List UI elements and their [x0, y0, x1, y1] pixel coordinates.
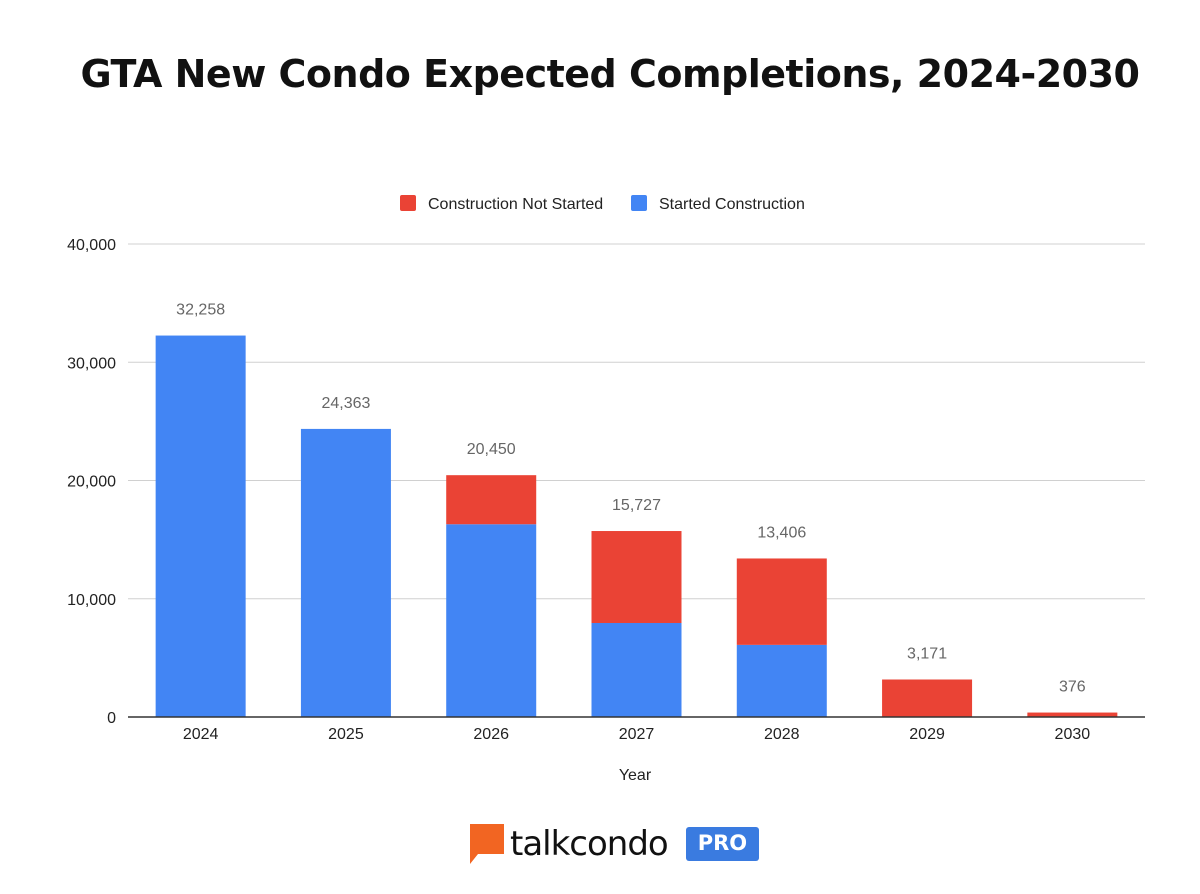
legend-swatch	[400, 195, 416, 211]
bar-total-label: 32,258	[176, 302, 225, 319]
y-tick-label: 20,000	[67, 474, 116, 491]
talkcondo-logo-icon	[470, 824, 504, 864]
brand-footer: talkcondo PRO	[470, 822, 760, 866]
bar-started-construction	[300, 428, 391, 717]
pro-badge: PRO	[685, 827, 760, 861]
x-tick-label: 2030	[1055, 726, 1091, 743]
y-tick-label: 40,000	[67, 237, 116, 254]
x-tick-label: 2025	[328, 726, 364, 743]
bar-total-label: 3,171	[907, 646, 947, 663]
bar-construction-not-started	[446, 475, 537, 525]
chart-title: GTA New Condo Expected Completions, 2024…	[80, 52, 1140, 96]
bar-total-label: 15,727	[612, 497, 661, 514]
bar-total-label: 13,406	[757, 524, 806, 541]
y-tick-label: 0	[107, 710, 116, 727]
legend-label: Started Construction	[659, 196, 805, 213]
bar-started-construction	[736, 644, 827, 717]
x-tick-label: 2026	[473, 726, 509, 743]
y-tick-label: 10,000	[67, 592, 116, 609]
bar-construction-not-started	[591, 531, 682, 623]
bar-started-construction	[155, 335, 246, 717]
bar-total-label: 376	[1059, 679, 1086, 696]
bar-started-construction	[446, 524, 537, 717]
bar-construction-not-started	[736, 558, 827, 645]
bar-construction-not-started	[1027, 712, 1118, 717]
bar-started-construction	[591, 622, 682, 717]
x-tick-label: 2024	[183, 726, 219, 743]
brand-name: talkcondo	[510, 824, 669, 864]
bar-total-label: 20,450	[467, 441, 516, 458]
legend-swatch	[631, 195, 647, 211]
x-axis-title: Year	[619, 767, 652, 784]
x-tick-label: 2027	[619, 726, 655, 743]
bar-total-label: 24,363	[321, 395, 370, 412]
legend-label: Construction Not Started	[428, 196, 603, 213]
bar-construction-not-started	[882, 679, 973, 717]
y-tick-label: 30,000	[67, 355, 116, 372]
x-tick-label: 2029	[909, 726, 945, 743]
x-tick-label: 2028	[764, 726, 800, 743]
